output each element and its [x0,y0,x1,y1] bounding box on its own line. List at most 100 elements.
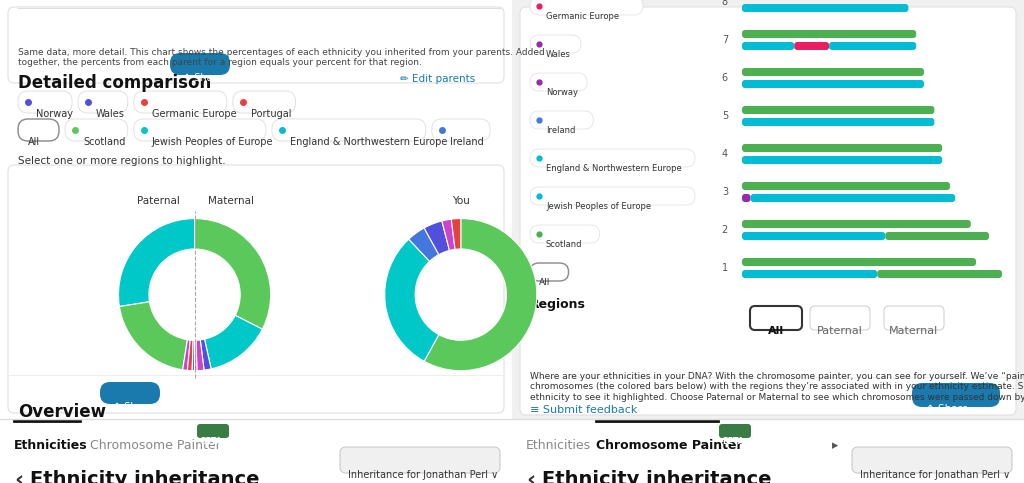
FancyBboxPatch shape [742,220,971,228]
FancyBboxPatch shape [18,119,59,141]
FancyBboxPatch shape [8,7,504,83]
Wedge shape [195,218,270,329]
FancyBboxPatch shape [719,424,751,438]
FancyBboxPatch shape [742,80,924,88]
Wedge shape [442,219,455,250]
FancyBboxPatch shape [134,119,266,141]
Wedge shape [385,239,439,361]
Text: Ethnicities: Ethnicities [526,439,591,452]
Text: Portugal: Portugal [251,109,292,119]
FancyBboxPatch shape [878,270,1002,278]
Text: ▸: ▸ [831,439,839,452]
Bar [512,419,1024,483]
FancyBboxPatch shape [530,73,587,91]
Text: Ireland: Ireland [450,137,483,147]
FancyBboxPatch shape [884,306,944,330]
Text: 1: 1 [722,263,728,273]
FancyBboxPatch shape [197,424,229,438]
FancyBboxPatch shape [530,35,581,53]
FancyBboxPatch shape [742,68,924,76]
Text: Jewish Peoples of Europe: Jewish Peoples of Europe [546,202,651,211]
Text: Inheritance for Jonathan Perl ∨: Inheritance for Jonathan Perl ∨ [860,470,1011,480]
Text: ↑ Share: ↑ Share [926,404,968,414]
Text: 2: 2 [722,225,728,235]
FancyBboxPatch shape [530,149,695,167]
Text: England & Northwestern Europe: England & Northwestern Europe [546,164,682,173]
FancyBboxPatch shape [100,382,160,404]
FancyBboxPatch shape [530,225,600,243]
FancyBboxPatch shape [742,106,934,114]
FancyBboxPatch shape [742,270,878,278]
Wedge shape [193,340,195,371]
FancyBboxPatch shape [520,7,1016,415]
FancyBboxPatch shape [340,447,500,473]
Text: All: All [768,326,784,336]
Text: Where are your ethnicities in your DNA? With the chromosome painter, you can see: Where are your ethnicities in your DNA? … [530,372,1024,402]
FancyBboxPatch shape [742,144,942,152]
Text: Wales: Wales [96,109,125,119]
FancyBboxPatch shape [795,42,829,50]
FancyBboxPatch shape [742,232,886,240]
FancyBboxPatch shape [530,111,593,129]
Wedge shape [201,339,211,370]
FancyBboxPatch shape [65,119,128,141]
Text: Scotland: Scotland [83,137,125,147]
Text: Norway: Norway [546,88,578,97]
Text: BETA: BETA [722,437,743,446]
Text: Inheritance for Jonathan Perl ∨: Inheritance for Jonathan Perl ∨ [348,470,499,480]
Text: ‹: ‹ [526,469,536,483]
Text: ↑ Share: ↑ Share [183,73,222,83]
Text: All: All [539,278,550,287]
Wedge shape [424,221,450,255]
FancyBboxPatch shape [78,91,128,113]
Text: Maternal: Maternal [208,196,254,206]
Text: Paternal: Paternal [817,326,863,336]
Wedge shape [119,218,195,307]
Text: ✏ Edit parents: ✏ Edit parents [400,74,475,84]
Text: 7: 7 [722,35,728,45]
Wedge shape [187,340,194,370]
Wedge shape [452,218,461,249]
FancyBboxPatch shape [742,194,751,202]
Text: ↑ Share: ↑ Share [113,402,153,412]
Text: Maternal: Maternal [890,326,939,336]
FancyBboxPatch shape [751,194,955,202]
FancyBboxPatch shape [742,4,908,12]
FancyBboxPatch shape [134,91,227,113]
FancyBboxPatch shape [742,42,795,50]
Text: Regions: Regions [530,298,586,311]
Text: England & Northwestern Europe: England & Northwestern Europe [290,137,447,147]
FancyBboxPatch shape [232,91,296,113]
Text: Norway: Norway [36,109,73,119]
Bar [512,0,1024,483]
FancyBboxPatch shape [886,232,989,240]
Text: You: You [452,196,470,206]
Wedge shape [195,340,197,371]
Wedge shape [120,302,187,370]
FancyBboxPatch shape [742,118,934,126]
Text: Ethnicities: Ethnicities [14,439,88,452]
Bar [0,0,512,483]
Text: Detailed comparison: Detailed comparison [18,74,211,92]
FancyBboxPatch shape [742,30,916,38]
FancyBboxPatch shape [810,306,870,330]
Text: Same data, more detail. This chart shows the percentages of each ethnicity you i: Same data, more detail. This chart shows… [18,48,545,68]
Text: 5: 5 [722,111,728,121]
FancyBboxPatch shape [750,306,802,330]
FancyBboxPatch shape [432,119,490,141]
FancyBboxPatch shape [852,447,1012,473]
FancyBboxPatch shape [8,165,504,413]
FancyBboxPatch shape [170,53,230,75]
Text: Chromosome Painter: Chromosome Painter [596,439,742,452]
Text: 3: 3 [722,187,728,197]
FancyBboxPatch shape [530,0,643,15]
Text: ≡ Submit feedback: ≡ Submit feedback [530,405,637,415]
Text: ‹: ‹ [14,469,24,483]
FancyBboxPatch shape [912,383,1000,407]
Text: Ethnicity inheritance: Ethnicity inheritance [542,470,771,483]
Text: Ethnicity inheritance: Ethnicity inheritance [30,470,259,483]
Wedge shape [424,218,537,370]
Text: Germanic Europe: Germanic Europe [152,109,237,119]
FancyBboxPatch shape [272,119,426,141]
Text: Jewish Peoples of Europe: Jewish Peoples of Europe [152,137,273,147]
